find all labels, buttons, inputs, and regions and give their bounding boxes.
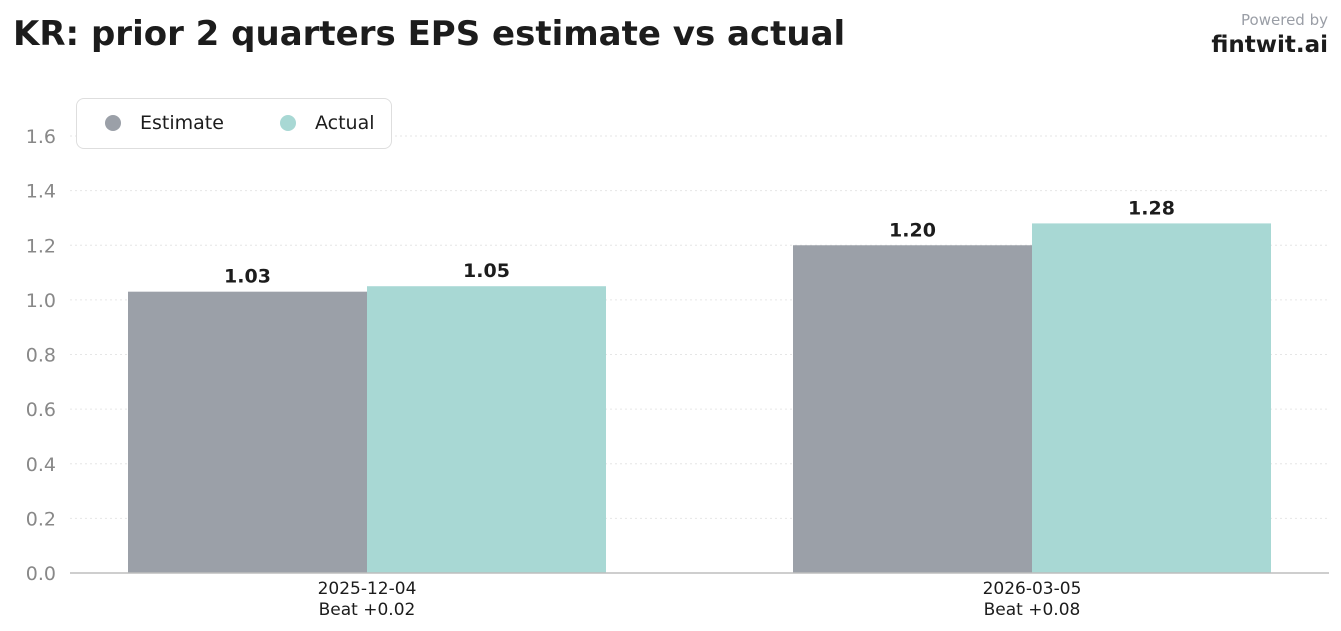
legend-marker-estimate [105, 115, 121, 131]
legend-item-actual: Actual [280, 112, 375, 134]
y-tick-label: 0.2 [26, 508, 56, 530]
x-tick-label: 2026-03-05 [983, 579, 1082, 599]
y-tick-label: 1.6 [26, 126, 56, 148]
bar-value-label: 1.05 [463, 260, 510, 282]
brand-logo-text[interactable]: fintwit.ai [1211, 32, 1328, 58]
chart-title: KR: prior 2 quarters EPS estimate vs act… [13, 14, 846, 54]
y-tick-label: 1.0 [26, 290, 56, 312]
bar-estimate [128, 291, 367, 573]
legend-item-estimate: Estimate [105, 112, 224, 134]
y-tick-label: 1.4 [26, 181, 56, 203]
legend-label-actual: Actual [315, 112, 375, 134]
x-tick-label: 2025-12-04 [318, 579, 417, 599]
bar-value-label: 1.20 [889, 219, 936, 241]
y-tick-label: 0.0 [26, 563, 56, 585]
y-tick-label: 1.2 [26, 235, 56, 257]
x-tick-note: Beat +0.08 [984, 600, 1081, 620]
bar-value-label: 1.28 [1128, 197, 1175, 219]
bar-actual [1032, 223, 1271, 573]
bar-actual [367, 286, 606, 573]
bar-estimate [793, 245, 1032, 573]
legend-marker-actual [280, 115, 296, 131]
y-tick-label: 0.4 [26, 454, 56, 476]
legend-label-estimate: Estimate [140, 112, 224, 134]
chart-legend: Estimate Actual [76, 98, 392, 149]
y-tick-label: 0.8 [26, 345, 56, 367]
bar-value-label: 1.03 [224, 266, 271, 288]
x-tick-note: Beat +0.02 [319, 600, 416, 620]
powered-by-label: Powered by [1241, 11, 1328, 29]
y-tick-label: 0.6 [26, 399, 56, 421]
